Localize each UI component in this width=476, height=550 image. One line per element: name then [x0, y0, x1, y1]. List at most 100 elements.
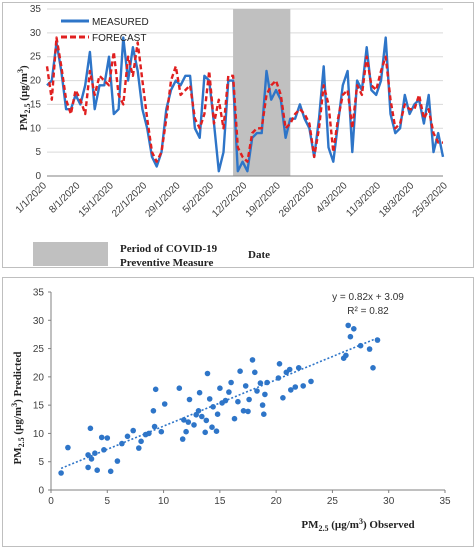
scatter-point [88, 456, 95, 462]
timeseries-x-tick-label: 1/1/2020 [14, 180, 50, 216]
scatter-point [300, 383, 307, 389]
timeseries-x-tick-label: 12/2/2020 [210, 180, 250, 220]
scatter-y-tick-label: 10 [33, 429, 45, 440]
scatter-point [107, 468, 114, 475]
timeseries-x-tick-label: 25/3/2020 [411, 180, 451, 220]
scatter-point [158, 428, 165, 435]
scatter-point [161, 401, 168, 407]
covid-legend-label-line2: Preventive Measure [120, 257, 213, 267]
scatter-x-axis-label: PM2.5 (µg/m3) Observed [301, 517, 414, 533]
timeseries-x-tick-label: 22/1/2020 [110, 180, 150, 220]
scatter-point [245, 408, 251, 415]
scatter-point [87, 425, 94, 432]
timeseries-chart: 051015202530351/1/20208/1/202015/1/20202… [14, 4, 451, 267]
scatter-y-tick-label: 20 [33, 372, 45, 383]
scatter-x-tick-label: 20 [271, 496, 283, 507]
timeseries-y-tick-label: 20 [30, 76, 42, 87]
scatter-point [152, 386, 159, 393]
timeseries-x-tick-label: 29/1/2020 [143, 180, 183, 220]
legend-forecast-label: FORECAST [92, 33, 146, 44]
timeseries-y-tick-label: 0 [35, 171, 41, 182]
scatter-x-tick-label: 5 [105, 496, 111, 507]
legend-measured-label: MEASURED [92, 17, 149, 28]
scatter-point [370, 365, 376, 371]
scatter-point [210, 404, 216, 410]
scatter-point [257, 380, 264, 386]
scatter-point [226, 389, 232, 395]
scatter-point [246, 396, 252, 403]
scatter-chart: 0 5 10 15 20 25 30 35 0 5 10 15 20 25 30 35 y = 0.82x +… [10, 288, 451, 534]
scatter-point [202, 429, 208, 436]
timeseries-x-tick-label: 15/1/2020 [77, 180, 117, 220]
covid-legend-label-line1: Period of COVID-19 [120, 243, 218, 255]
scatter-point [183, 428, 189, 435]
scatter-y-tick-label: 15 [33, 401, 45, 412]
scatter-point [185, 419, 192, 425]
scatter-point [130, 427, 136, 434]
scatter-point [176, 385, 183, 391]
scatter-point [209, 424, 215, 430]
scatter-point [98, 434, 105, 441]
scatter-point [235, 398, 241, 405]
scatter-point [213, 428, 220, 434]
scatter-point [262, 391, 268, 398]
scatter-x-tick-label: 15 [214, 496, 226, 507]
timeseries-y-tick-label: 10 [30, 123, 42, 134]
scatter-point [85, 452, 91, 458]
timeseries-x-tick-label: 18/3/2020 [377, 180, 417, 220]
scatter-point [124, 433, 131, 440]
scatter-point [196, 389, 203, 396]
scatter-point [138, 438, 144, 445]
scatter-point [186, 396, 193, 403]
scatter-point [204, 370, 211, 377]
scatter-point [181, 417, 187, 423]
scatter-point [259, 402, 266, 408]
scatter-point [276, 361, 283, 367]
scatter-point [343, 352, 349, 359]
scatter-point [280, 395, 286, 401]
scatter-point [347, 333, 354, 340]
trendline-r-squared: R² = 0.82 [347, 306, 389, 317]
covid-shaded-period [233, 9, 291, 176]
scatter-y-tick-label: 0 [38, 486, 44, 497]
scatter-chart-panel: 0 5 10 15 20 25 30 35 0 5 10 15 20 25 30 35 y = 0.82x +… [2, 277, 474, 547]
scatter-point [203, 417, 210, 424]
scatter-point [195, 408, 202, 414]
scatter-point [94, 467, 100, 473]
timeseries-y-tick-label: 30 [30, 28, 42, 39]
timeseries-chart-panel: 0 5 10 15 20 25 30 35 1/1/2020 8/1/2020 15/1/2020 2… [2, 2, 474, 268]
scatter-point [366, 346, 373, 352]
scatter-point [217, 385, 223, 391]
scatter-y-tick-label: 5 [38, 457, 44, 468]
scatter-point [237, 368, 243, 374]
scatter-point [114, 458, 121, 464]
scatter-point [231, 415, 238, 422]
scatter-point [308, 378, 314, 385]
scatter-point [58, 470, 64, 476]
scatter-point [150, 408, 157, 414]
scatter-point [199, 413, 205, 420]
timeseries-y-axis-label: PM2.5 (µg/m3) [16, 65, 32, 131]
scatter-point [179, 436, 186, 442]
scatter-point [345, 322, 352, 329]
covid-legend-swatch [33, 242, 108, 266]
timeseries-x-axis-label: Date [248, 249, 270, 261]
scatter-y-axis-label: PM2.5 (µg/m3) Predicted [10, 351, 26, 464]
scatter-y-tick-label: 30 [33, 316, 45, 327]
timeseries-x-tick-label: 26/2/2020 [277, 180, 317, 220]
scatter-point [242, 383, 249, 389]
scatter-x-tick-label: 0 [48, 496, 54, 507]
trendline-equation: y = 0.82x + 3.09 [332, 292, 404, 303]
series-line-forecast [45, 36, 443, 163]
scatter-point [252, 369, 258, 376]
scatter-x-tick-label: 10 [158, 496, 170, 507]
scatter-point [228, 379, 234, 386]
scatter-point [292, 384, 299, 390]
scatter-x-tick-label: 30 [383, 496, 395, 507]
scatter-y-tick-label: 25 [33, 344, 45, 355]
scatter-point [240, 408, 247, 414]
scatter-point [136, 445, 142, 451]
scatter-x-tick-label: 25 [327, 496, 339, 507]
timeseries-x-tick-label: 19/2/2020 [244, 180, 284, 220]
scatter-point [65, 444, 71, 451]
